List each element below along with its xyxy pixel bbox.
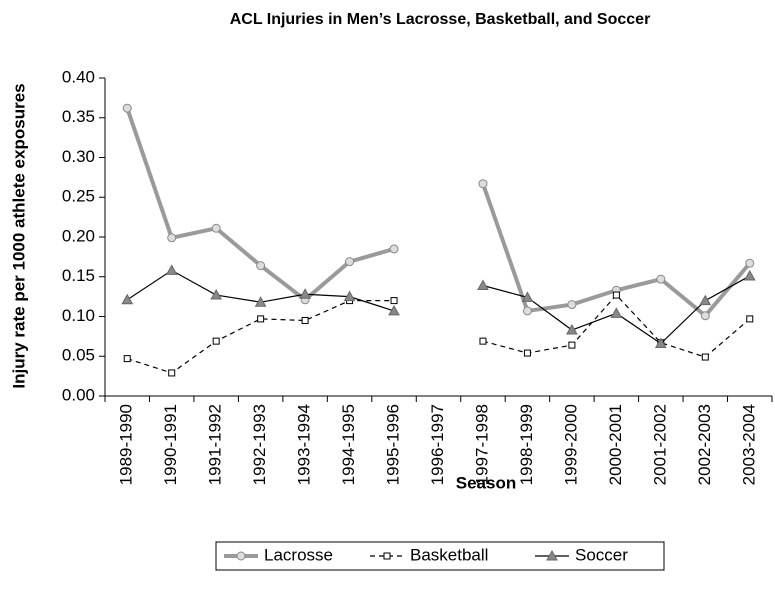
point (610, 307, 623, 318)
point (299, 288, 311, 299)
y-tick-label: 0.20 (62, 226, 95, 245)
y-tick-label: 0.35 (62, 107, 95, 126)
point (477, 279, 489, 290)
point (567, 300, 577, 310)
series-line (125, 107, 752, 319)
x-tick-label: 2002-2003 (695, 404, 714, 485)
point (123, 355, 131, 363)
y-tick-label: 0.10 (62, 306, 95, 325)
point (343, 290, 356, 302)
point (388, 304, 400, 316)
chart-title: ACL Injuries in Men’s Lacrosse, Basketba… (230, 11, 651, 28)
point (301, 316, 309, 324)
y-tick-label: 0.00 (62, 385, 95, 404)
point (521, 291, 534, 302)
x-tick-label: 1997-1998 (472, 404, 491, 485)
x-tick-label: 1993-1994 (295, 404, 314, 485)
y-axis-label: Injury rate per 1000 athlete exposures (9, 83, 28, 388)
x-tick-label: 1991-1992 (206, 404, 225, 485)
y-tick-label: 0.05 (62, 346, 95, 365)
point (212, 337, 220, 345)
point (522, 306, 532, 316)
x-tick-label: 1995-1996 (384, 404, 403, 485)
x-tick-label: 1998-1999 (517, 404, 536, 485)
point (523, 349, 531, 357)
x-axis-label: Season (456, 473, 516, 492)
point (211, 223, 221, 233)
x-tick-label: 1992-1993 (250, 404, 269, 485)
point (165, 264, 178, 275)
legend-label: Basketball (410, 545, 488, 564)
point (478, 179, 488, 189)
point (383, 552, 391, 560)
point (256, 261, 266, 271)
x-tick-label: 1989-1990 (117, 404, 136, 485)
point (699, 294, 712, 306)
point (743, 269, 756, 281)
y-tick-label: 0.40 (62, 67, 95, 86)
point (656, 274, 666, 284)
point (257, 315, 265, 323)
y-tick-label: 0.15 (62, 266, 95, 285)
point (654, 337, 667, 349)
x-tick-label: 1999-2000 (561, 404, 580, 485)
point (167, 233, 177, 243)
point (122, 103, 132, 113)
x-tick-label: 2000-2001 (606, 404, 625, 485)
point (701, 353, 709, 361)
point (121, 293, 134, 305)
point (236, 551, 246, 561)
legend-label: Lacrosse (264, 545, 333, 564)
point (612, 291, 620, 299)
point (210, 289, 223, 300)
point (168, 369, 176, 377)
point (745, 258, 755, 268)
point (746, 315, 754, 323)
point (254, 296, 267, 307)
point (389, 244, 399, 254)
x-tick-label: 1990-1991 (161, 404, 180, 485)
y-tick-label: 0.25 (62, 187, 95, 206)
legend-label: Soccer (575, 545, 628, 564)
point (700, 311, 710, 321)
legend-box (215, 541, 665, 571)
point (345, 257, 355, 267)
series-line (127, 294, 751, 374)
point (546, 549, 558, 561)
point (566, 323, 578, 335)
x-tick-label: 1996-1997 (428, 404, 447, 485)
x-tick-label: 2001-2002 (650, 404, 669, 485)
x-tick-label: 1994-1995 (339, 404, 358, 485)
x-tick-label: 2003-2004 (739, 404, 758, 485)
point (568, 341, 576, 349)
point (479, 337, 487, 345)
y-tick-label: 0.30 (62, 147, 95, 166)
point (390, 297, 398, 305)
